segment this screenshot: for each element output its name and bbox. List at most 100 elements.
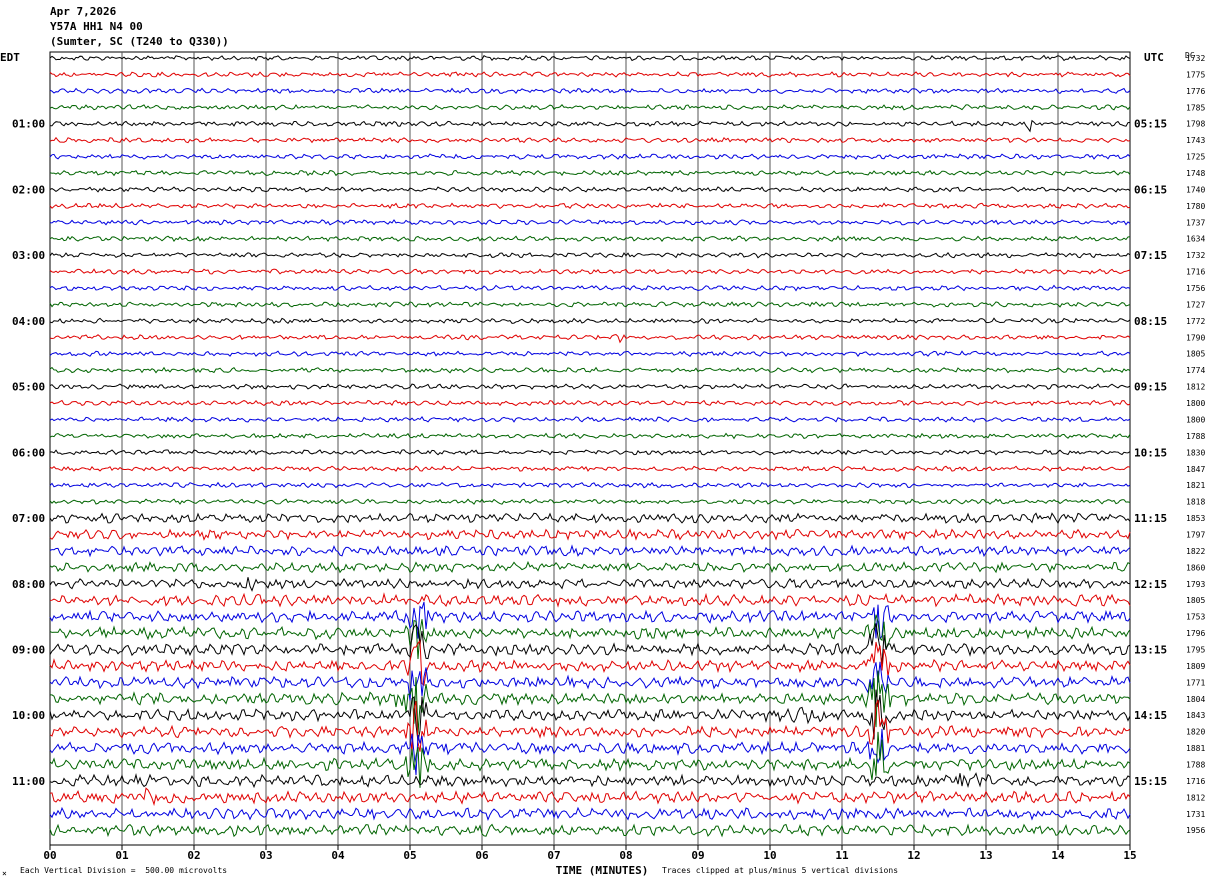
seismic-trace xyxy=(49,432,1131,440)
seismic-trace xyxy=(49,383,1131,390)
dc-offset-label: 1790 xyxy=(1186,333,1205,342)
seismic-trace xyxy=(49,544,1131,558)
seismic-trace xyxy=(49,169,1131,177)
dc-offset-label: 1788 xyxy=(1186,432,1205,441)
seismic-trace xyxy=(49,153,1131,160)
dc-header-label: DC xyxy=(1185,51,1195,60)
dc-offset-label: 1805 xyxy=(1186,596,1205,605)
dc-offset-label: 1771 xyxy=(1186,678,1205,687)
dc-offset-label: 1740 xyxy=(1186,185,1205,194)
dc-offset-label: 1881 xyxy=(1186,744,1205,753)
seismic-trace xyxy=(49,728,1131,776)
dc-offset-label: 1788 xyxy=(1186,760,1205,769)
seismic-trace xyxy=(49,699,1131,755)
edt-hour-label: 11:00 xyxy=(12,775,45,788)
utc-hour-label: 14:15 xyxy=(1134,709,1167,722)
edt-hour-label: 02:00 xyxy=(12,183,45,196)
seismic-trace xyxy=(49,251,1131,259)
x-axis-label: TIME (MINUTES) xyxy=(556,864,649,877)
seismic-trace xyxy=(50,119,1131,133)
dc-offset-label: 1753 xyxy=(1186,613,1205,622)
scale-note: Each Vertical Division = 500.00 microvol… xyxy=(20,866,228,875)
left-axis-label: EDT xyxy=(0,51,20,64)
seismic-trace xyxy=(49,219,1131,226)
utc-hour-label: 09:15 xyxy=(1134,381,1167,394)
utc-hour-label: 15:15 xyxy=(1134,775,1167,788)
dc-offset-label: 1804 xyxy=(1186,695,1205,704)
x-tick-label: 11 xyxy=(835,849,849,862)
seismic-trace xyxy=(49,592,1131,608)
dc-offset-label: 1716 xyxy=(1186,777,1205,786)
seismic-trace xyxy=(49,87,1131,95)
seismic-trace xyxy=(49,317,1131,325)
edt-hour-label: 07:00 xyxy=(12,512,45,525)
dc-offset-label: 1727 xyxy=(1186,300,1205,309)
chart-station: Y57A HH1 N4 00 xyxy=(50,20,143,33)
dc-offset-label: 1775 xyxy=(1186,70,1205,79)
dc-offset-label: 1756 xyxy=(1186,284,1205,293)
utc-hour-label: 07:15 xyxy=(1134,249,1167,262)
seismic-trace xyxy=(49,202,1131,210)
chart-location: (Sumter, SC (T240 to Q330)) xyxy=(50,35,229,48)
seismic-trace xyxy=(49,787,1131,807)
seismic-trace xyxy=(49,528,1131,541)
dc-offset-label: 1785 xyxy=(1186,103,1205,112)
seismic-trace xyxy=(49,601,1131,640)
seismic-trace xyxy=(49,689,1131,742)
seismic-trace xyxy=(49,512,1131,525)
seismic-trace xyxy=(49,639,1131,687)
dc-offset-label: 1853 xyxy=(1186,514,1205,523)
seismic-trace xyxy=(49,577,1131,592)
dc-offset-label: 1822 xyxy=(1186,547,1205,556)
dc-offset-label: 1795 xyxy=(1186,645,1205,654)
x-tick-label: 08 xyxy=(619,849,632,862)
seismic-trace xyxy=(49,731,1131,788)
dc-offset-label: 1847 xyxy=(1186,465,1205,474)
seismic-trace xyxy=(49,806,1131,821)
dc-offset-label: 1774 xyxy=(1186,366,1205,375)
dc-offset-label: 1732 xyxy=(1186,251,1205,260)
dc-offset-label: 1818 xyxy=(1186,498,1205,507)
edt-hour-label: 10:00 xyxy=(12,709,45,722)
seismic-trace xyxy=(49,498,1131,505)
dc-offset-label: 1820 xyxy=(1186,728,1205,737)
x-tick-label: 13 xyxy=(979,849,992,862)
edt-hour-label: 09:00 xyxy=(12,643,45,656)
dc-offset-label: 1737 xyxy=(1186,218,1205,227)
dc-offset-label: 1830 xyxy=(1186,448,1205,457)
dc-offset-label: 1860 xyxy=(1186,563,1205,572)
plot-frame xyxy=(49,51,1131,846)
utc-hour-label: 06:15 xyxy=(1134,183,1167,196)
seismic-trace xyxy=(49,823,1131,838)
seismic-trace xyxy=(49,560,1131,574)
utc-hour-label: 13:15 xyxy=(1134,643,1167,656)
dc-offset-label: 1843 xyxy=(1186,711,1205,720)
x-tick-label: 01 xyxy=(115,849,129,862)
edt-hour-label: 05:00 xyxy=(12,381,45,394)
seismic-trace xyxy=(49,235,1131,243)
dc-offset-label: 1772 xyxy=(1186,317,1205,326)
utc-hour-label: 11:15 xyxy=(1134,512,1167,525)
x-tick-label: 09 xyxy=(691,849,704,862)
trace-layer xyxy=(49,54,1131,838)
label-layer: 00 01 02 03 04 05 06 07 08 09 10 11 12 13 14 15 TIME (MI… xyxy=(0,51,1205,877)
seismic-trace xyxy=(49,399,1131,407)
seismic-trace xyxy=(49,268,1131,275)
seismic-trace xyxy=(49,301,1131,308)
dc-offset-label: 1798 xyxy=(1186,120,1205,129)
dc-offset-label: 1776 xyxy=(1186,87,1205,96)
x-tick-label: 14 xyxy=(1051,849,1065,862)
dc-offset-label: 1956 xyxy=(1186,826,1205,835)
seismic-trace xyxy=(49,465,1131,473)
dc-offset-label: 1634 xyxy=(1186,235,1205,244)
dc-offset-label: 1797 xyxy=(1186,530,1205,539)
clip-note: Traces clipped at plus/minus 5 vertical … xyxy=(662,866,899,875)
right-axis-label: UTC xyxy=(1144,51,1164,64)
dc-offset-label: 1780 xyxy=(1186,202,1205,211)
dc-offset-label: 1796 xyxy=(1186,629,1205,638)
corner-mark: × xyxy=(2,869,7,878)
edt-hour-label: 03:00 xyxy=(12,249,45,262)
dc-offset-label: 1793 xyxy=(1186,580,1205,589)
dc-offset-label: 1800 xyxy=(1186,399,1205,408)
